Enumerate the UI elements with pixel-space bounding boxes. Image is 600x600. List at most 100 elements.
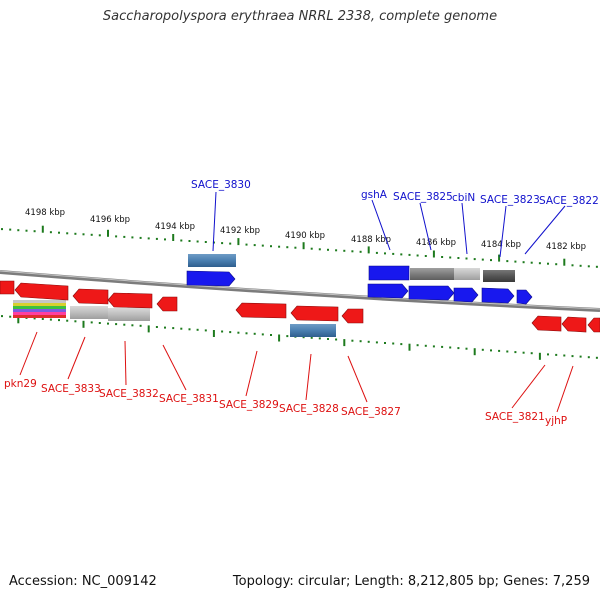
minor-scale-tick <box>587 356 590 359</box>
forward-gene-labels <box>212 191 566 258</box>
gene-arrow-forward[interactable] <box>453 287 479 303</box>
minor-scale-tick <box>74 232 77 235</box>
gene-arrow-forward[interactable] <box>367 283 409 299</box>
gene-arrow-forward[interactable] <box>186 270 236 287</box>
minor-scale-tick <box>384 342 386 344</box>
minor-scale-tick <box>33 230 36 233</box>
gene-arrow-reverse[interactable] <box>587 317 600 333</box>
minor-scale-tick <box>261 333 264 336</box>
gene-label-pkn29[interactable]: pkn29 <box>4 378 37 390</box>
minor-scale-tick <box>506 350 509 353</box>
gene-label-cbin[interactable]: cbiN <box>452 192 475 204</box>
minor-scale-tick <box>473 258 476 261</box>
minor-scale-tick <box>375 341 378 344</box>
gene-arrow-forward[interactable] <box>481 287 515 304</box>
major-scale-tick <box>367 246 370 254</box>
minor-scale-tick <box>180 239 183 242</box>
minor-scale-tick <box>204 241 207 243</box>
label-leader-line <box>19 331 38 376</box>
gene-arrow-reverse[interactable] <box>156 296 178 312</box>
gene-arrow-reverse[interactable] <box>107 292 153 309</box>
minor-scale-tick <box>424 344 427 347</box>
hit-box-gray[interactable] <box>410 268 454 280</box>
minor-scale-tick <box>432 345 435 348</box>
minor-scale-tick <box>286 335 289 338</box>
gene-arrow-reverse[interactable] <box>14 282 69 301</box>
gene-label-sace3821[interactable]: SACE_3821 <box>485 411 545 423</box>
minor-scale-tick <box>416 344 419 347</box>
gene-arrow-forward[interactable] <box>368 265 410 281</box>
minor-scale-tick <box>253 244 256 247</box>
gene-label-sace3822[interactable]: SACE_3822 <box>539 195 599 207</box>
minor-scale-tick <box>514 351 517 354</box>
minor-scale-tick <box>1 228 3 231</box>
gene-label-sace3830[interactable]: SACE_3830 <box>191 179 251 191</box>
gene-label-sace3832[interactable]: SACE_3832 <box>99 388 159 400</box>
gene-arrow-reverse[interactable] <box>0 280 15 295</box>
minor-scale-tick <box>327 248 329 251</box>
gene-arrow-reverse[interactable] <box>235 302 287 319</box>
minor-scale-tick <box>229 331 232 334</box>
major-scale-tick <box>172 234 175 241</box>
gene-arrow-reverse[interactable] <box>561 316 587 333</box>
hit-box-light[interactable] <box>70 306 108 319</box>
minor-scale-tick <box>327 338 329 340</box>
minor-scale-tick <box>310 247 313 250</box>
minor-scale-tick <box>270 334 272 336</box>
label-leader-line <box>419 202 432 251</box>
gene-arrow-reverse[interactable] <box>290 305 339 322</box>
minor-scale-tick <box>441 256 444 258</box>
major-scale-tick <box>107 229 109 237</box>
minor-scale-tick <box>335 338 338 341</box>
gene-arrow-reverse[interactable] <box>341 308 364 324</box>
hit-box-steel[interactable] <box>188 254 236 267</box>
minor-scale-tick <box>49 318 52 321</box>
gene-label-sace3823[interactable]: SACE_3823 <box>480 194 540 206</box>
minor-scale-tick <box>392 342 395 345</box>
major-scale-tick <box>278 334 281 342</box>
label-leader-line <box>347 355 368 403</box>
minor-scale-tick <box>400 253 403 256</box>
gene-arrow-forward[interactable] <box>408 285 455 301</box>
major-scale-tick <box>473 348 476 356</box>
gene-label-sace3829[interactable]: SACE_3829 <box>219 399 279 411</box>
minor-scale-tick <box>506 260 509 263</box>
forward-gene-label-text: SACE_3830 gshA SACE_3825 cbiN SACE_3823 … <box>191 179 599 207</box>
multicolor-hit-stripes[interactable] <box>13 300 66 318</box>
genome-summary-text: Topology: circular; Length: 8,212,805 bp… <box>232 574 590 589</box>
minor-scale-tick <box>204 329 207 332</box>
gene-label-sace3825[interactable]: SACE_3825 <box>393 191 453 203</box>
minor-scale-tick <box>115 235 118 238</box>
gene-arrow-forward[interactable] <box>516 289 533 305</box>
gene-arrow-reverse[interactable] <box>72 288 109 305</box>
label-leader-line <box>124 340 127 386</box>
hit-box-light[interactable] <box>108 308 150 321</box>
hit-box-light[interactable] <box>454 268 480 280</box>
minor-scale-tick <box>555 353 558 356</box>
gene-label-gsha[interactable]: gshA <box>361 189 388 201</box>
minor-scale-tick <box>115 323 118 326</box>
minor-scale-tick <box>286 246 289 249</box>
major-scale-tick <box>147 325 150 333</box>
label-leader-line <box>305 353 312 401</box>
minor-scale-tick <box>547 353 549 356</box>
minor-scale-tick <box>155 237 158 240</box>
minor-scale-tick <box>457 257 460 259</box>
gene-label-sace3831[interactable]: SACE_3831 <box>159 393 219 405</box>
gene-label-sace3828[interactable]: SACE_3828 <box>279 403 339 415</box>
minor-scale-tick <box>522 351 525 354</box>
minor-scale-tick <box>384 252 386 255</box>
hit-box-steel[interactable] <box>290 324 336 337</box>
gene-label-yjhp[interactable]: yjhP <box>545 415 567 427</box>
gene-arrow-reverse[interactable] <box>531 315 562 332</box>
minor-scale-tick <box>351 339 354 342</box>
minor-scale-tick <box>131 236 134 239</box>
hit-box-dark[interactable] <box>483 270 515 282</box>
minor-scale-tick <box>457 347 460 350</box>
gene-label-sace3833[interactable]: SACE_3833 <box>41 383 101 395</box>
minor-scale-tick <box>490 259 492 262</box>
minor-scale-tick <box>587 265 590 268</box>
gene-label-sace3827[interactable]: SACE_3827 <box>341 406 401 418</box>
minor-scale-tick <box>58 319 60 322</box>
